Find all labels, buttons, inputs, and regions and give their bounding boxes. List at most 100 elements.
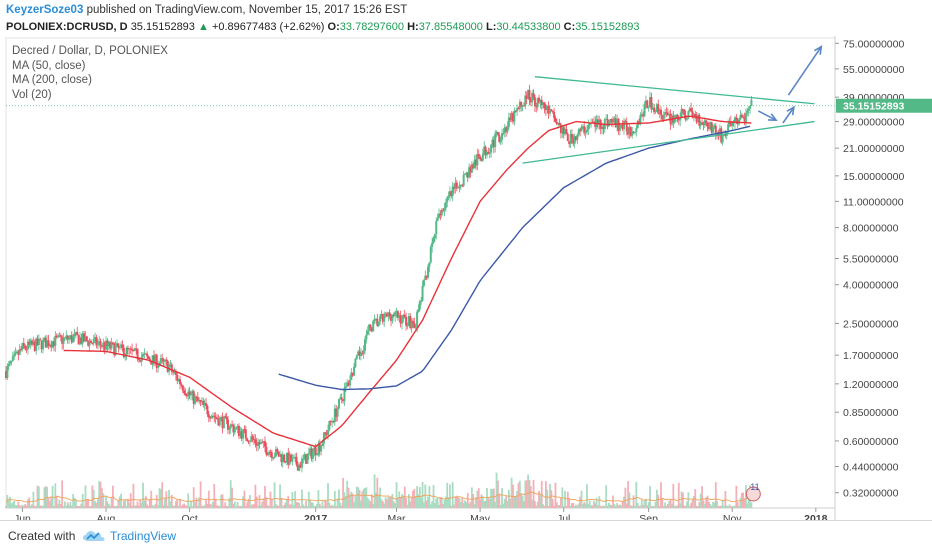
volume-bar xyxy=(283,505,286,508)
candle-body xyxy=(206,405,209,415)
volume-bar xyxy=(743,498,746,508)
candle-body xyxy=(337,399,340,409)
candle-body xyxy=(20,349,23,351)
candle-body xyxy=(269,451,272,453)
volume-bar xyxy=(347,487,350,508)
candle-body xyxy=(250,436,253,442)
candle-body xyxy=(437,213,440,218)
candle-body xyxy=(110,342,113,349)
candle-body xyxy=(324,432,327,434)
volume-bar xyxy=(122,500,125,508)
volume-bar xyxy=(169,501,172,508)
volume-bar xyxy=(491,488,494,508)
candle-body xyxy=(232,425,235,433)
volume-bar xyxy=(176,499,179,508)
candle-body xyxy=(358,351,361,356)
volume-bar xyxy=(181,504,184,508)
volume-bar xyxy=(414,495,417,508)
volume-bar xyxy=(547,505,550,508)
volume-bar xyxy=(423,502,425,508)
volume-bar xyxy=(162,505,165,508)
candle-body xyxy=(594,121,597,128)
volume-bar xyxy=(131,505,133,508)
candle-body xyxy=(643,103,646,117)
candle-body xyxy=(701,122,704,124)
volume-bar xyxy=(503,498,506,508)
candle-body xyxy=(205,403,208,406)
last-price: 35.15152893 xyxy=(130,21,195,33)
candle-body xyxy=(346,382,349,387)
candle-body xyxy=(573,136,576,144)
candle-body xyxy=(516,108,519,112)
volume-bar xyxy=(50,496,53,508)
volume-bar xyxy=(170,494,173,508)
author-link[interactable]: KeyzerSoze03 xyxy=(6,4,84,16)
candle-body xyxy=(202,401,205,405)
volume-bar xyxy=(595,497,598,508)
volume-bar xyxy=(620,505,623,508)
candle-body xyxy=(295,456,298,465)
candle-body xyxy=(200,401,203,403)
candle-body xyxy=(616,118,619,128)
candle-body xyxy=(690,108,693,112)
candle-body xyxy=(707,126,710,129)
candle-body xyxy=(405,316,408,326)
volume-bar xyxy=(247,498,250,508)
candle-body xyxy=(457,187,460,189)
volume-bar xyxy=(85,500,88,508)
tradingview-brand[interactable]: TradingView xyxy=(110,529,177,543)
volume-bar xyxy=(531,499,534,508)
volume-bar xyxy=(601,505,603,508)
candle-body xyxy=(469,167,472,173)
candle-body xyxy=(359,352,362,356)
candle-body xyxy=(566,134,569,142)
volume-bar xyxy=(264,485,266,508)
volume-bar xyxy=(420,497,423,508)
candle-body xyxy=(137,358,140,361)
volume-bar xyxy=(286,499,288,508)
price-chart-svg[interactable]: 75.0000000055.0000000039.0000000029.0000… xyxy=(0,36,932,520)
volume-bar xyxy=(609,504,612,508)
chart-area[interactable]: 75.00000000 55.00000000 39.00000000 29.0000… xyxy=(0,36,932,520)
candle-body xyxy=(661,114,664,120)
candle-body xyxy=(651,107,654,110)
candle-body xyxy=(539,100,542,103)
candle-body xyxy=(442,209,445,211)
candle-body xyxy=(52,341,55,346)
volume-bar xyxy=(177,505,180,508)
last-price-badge xyxy=(836,98,932,113)
candle-body xyxy=(625,122,628,132)
volume-bar xyxy=(725,505,728,508)
volume-bar xyxy=(368,499,371,508)
volume-bar xyxy=(57,504,59,508)
candle-body xyxy=(253,438,256,440)
volume-bar xyxy=(617,505,620,508)
volume-bar xyxy=(450,505,453,508)
volume-bar xyxy=(132,483,135,508)
candle-body xyxy=(125,347,128,355)
volume-bar xyxy=(280,497,283,508)
volume-bar xyxy=(449,484,451,508)
candle-body xyxy=(605,118,608,120)
candle-body xyxy=(159,358,162,364)
publish-header: KeyzerSoze03 published on TradingView.co… xyxy=(6,4,407,16)
candle-body xyxy=(411,320,414,323)
volume-bar xyxy=(13,500,16,508)
candle-body xyxy=(612,121,615,123)
candle-body xyxy=(733,117,736,123)
candle-body xyxy=(105,340,108,350)
volume-bar xyxy=(240,505,243,508)
volume-bar xyxy=(324,499,327,508)
candle-body xyxy=(146,353,149,357)
candle-body xyxy=(518,101,521,109)
candle-body xyxy=(662,114,665,120)
tradingview-cloud-icon[interactable] xyxy=(82,527,108,545)
candle-body xyxy=(647,107,650,109)
footer-bar: Created with TradingView xyxy=(0,520,932,551)
volume-bar xyxy=(303,505,306,508)
candle-body xyxy=(655,104,658,112)
volume-bar xyxy=(588,500,591,508)
candle-body xyxy=(273,456,276,458)
volume-bar xyxy=(472,494,475,508)
candle-body xyxy=(310,448,313,459)
